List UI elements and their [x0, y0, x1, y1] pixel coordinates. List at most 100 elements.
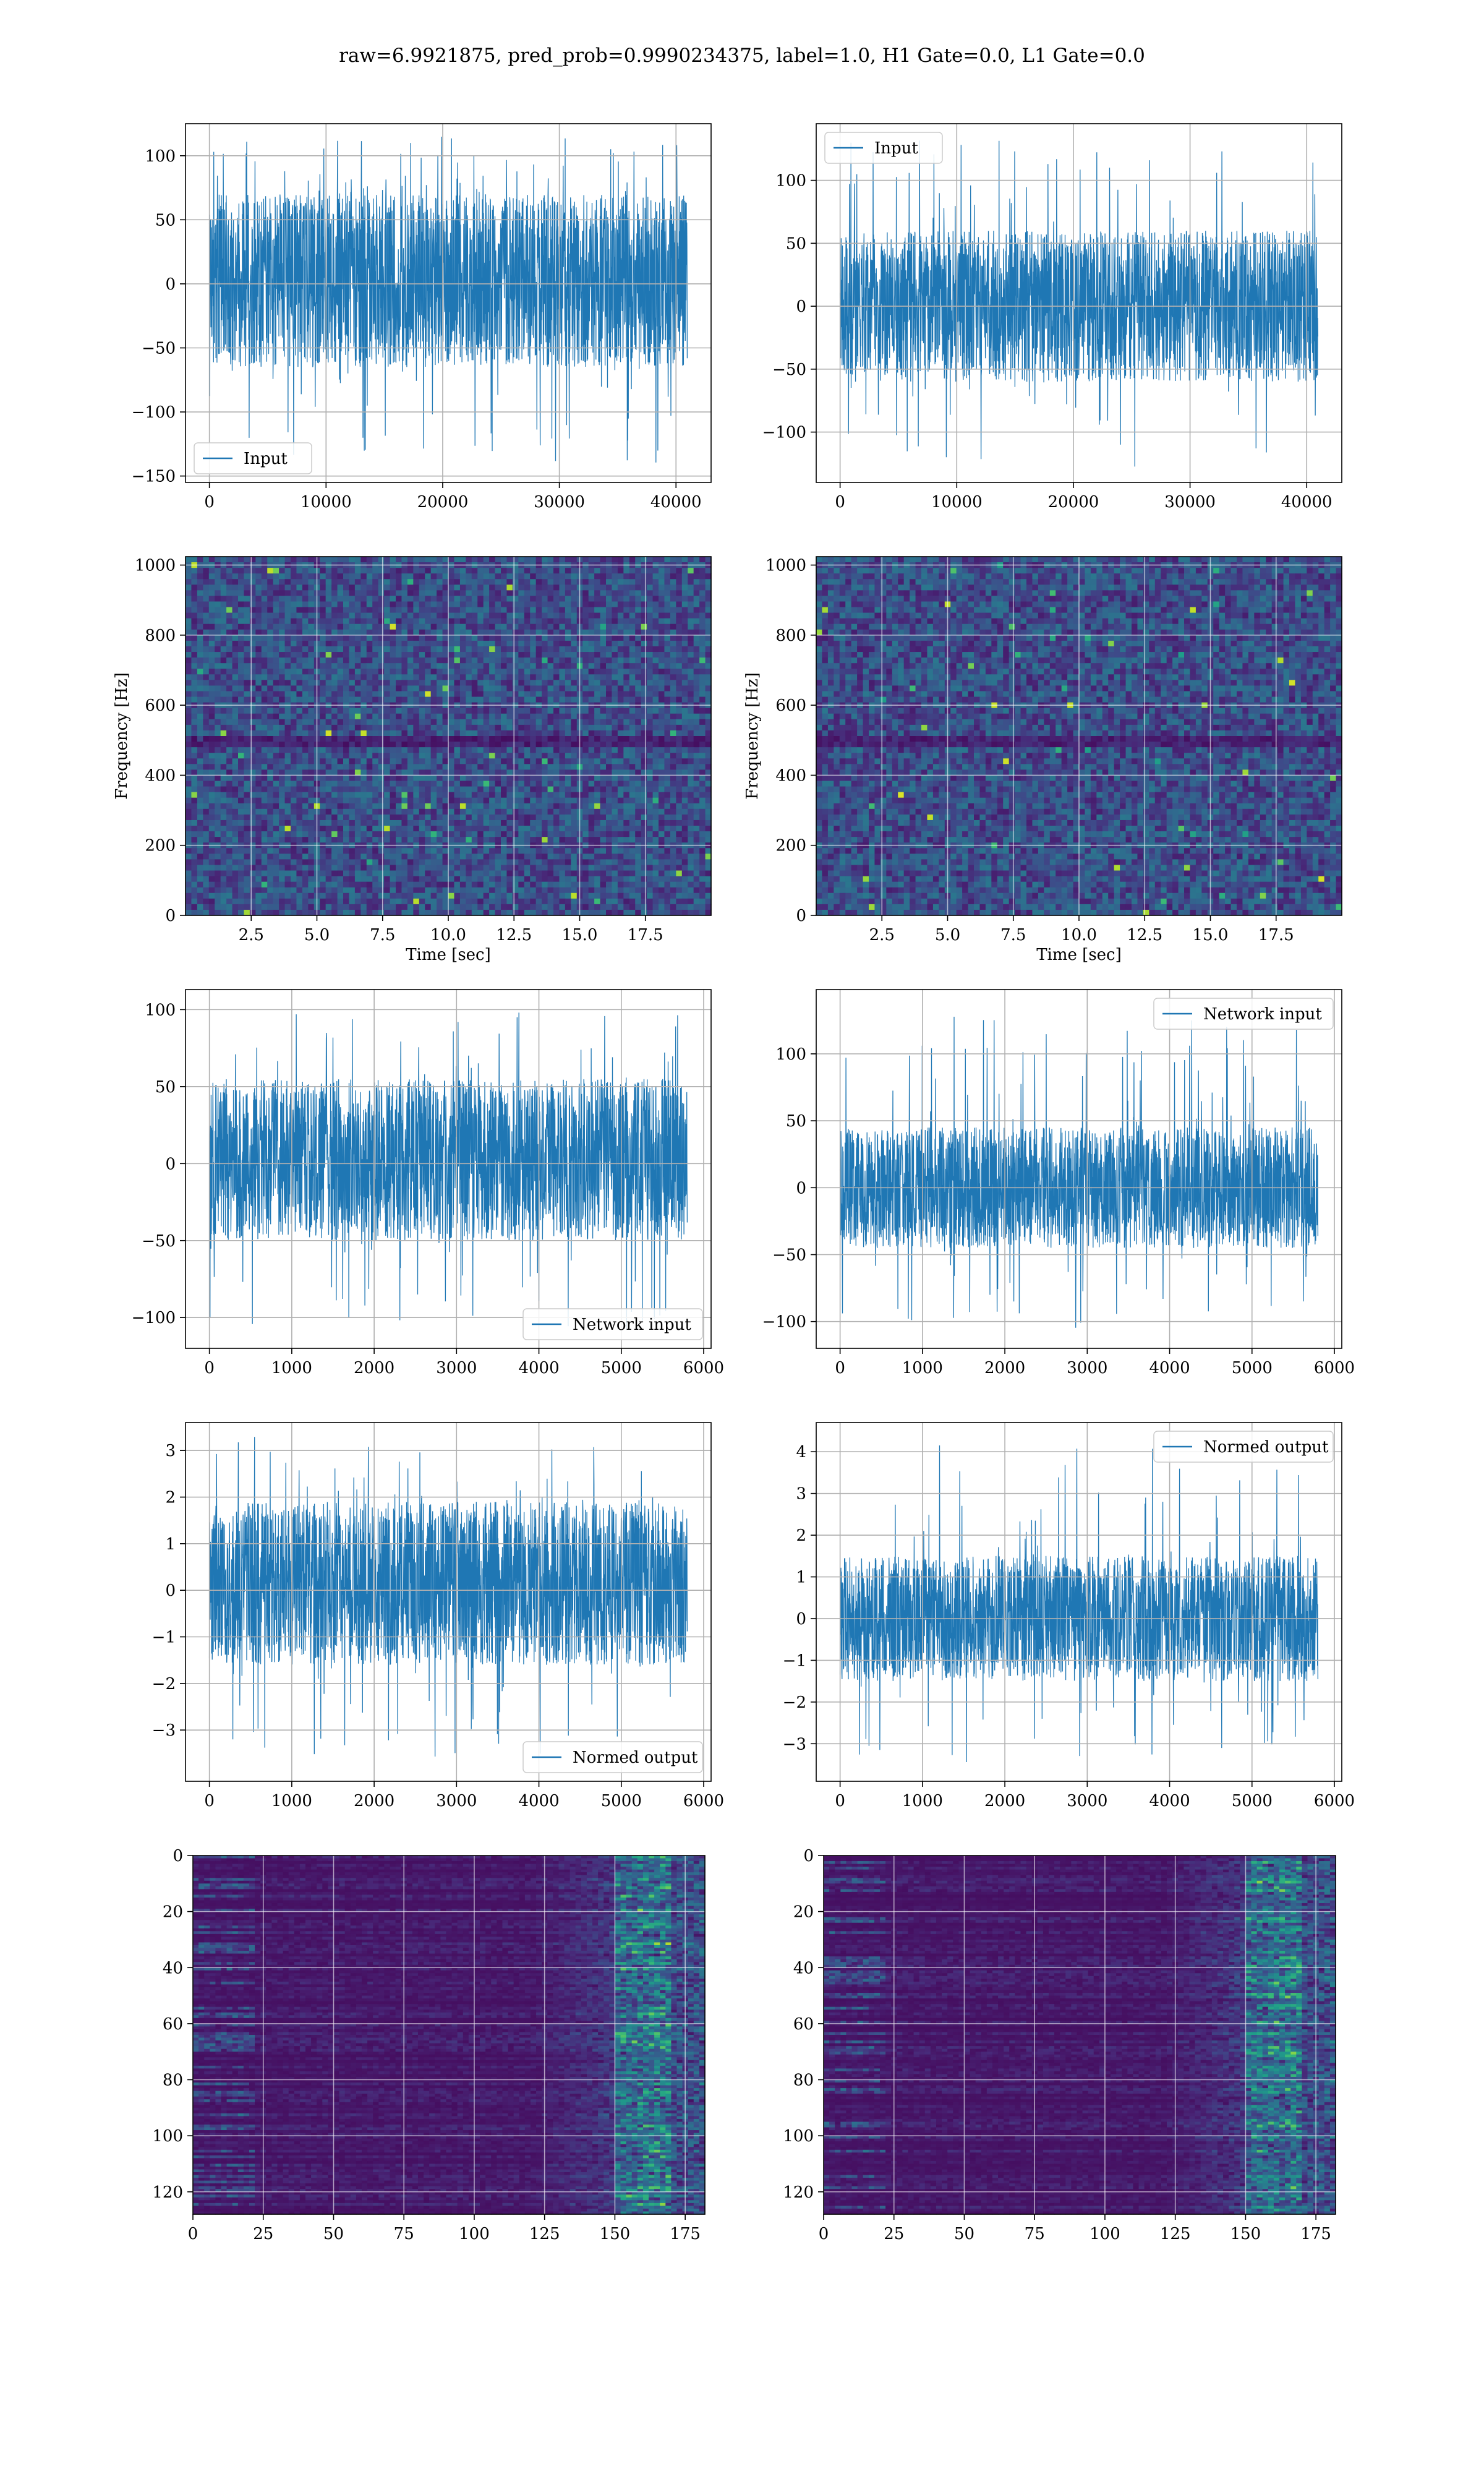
- y-tick-label: −1: [152, 1628, 176, 1646]
- y-tick-label: 50: [155, 1078, 176, 1097]
- x-tick-label: 125: [529, 2225, 560, 2243]
- axes-frame: [816, 1422, 1342, 1782]
- axes-frame: [185, 989, 712, 1349]
- x-tick-label: 25: [884, 2225, 904, 2243]
- x-tick-label: 5000: [1232, 1359, 1273, 1377]
- axes-spectrogram-h1: 2.5 5.0 7.5 10.0 12.5 15.0 17.5 0 200 400 600 800 10…: [113, 556, 712, 964]
- x-tick-label: 17.5: [628, 926, 663, 944]
- y-tick-label: 60: [163, 2015, 183, 2034]
- x-tick-label: 1000: [271, 1359, 312, 1377]
- axes-frame: [185, 123, 712, 483]
- y-tick-label: −50: [772, 1246, 806, 1265]
- x-tick-label: 15.0: [1193, 926, 1229, 944]
- x-tick-label: 25: [253, 2225, 273, 2243]
- signal-line: [208, 136, 688, 463]
- x-tick-label: 1000: [902, 1792, 943, 1810]
- x-tick-label: 5.0: [304, 926, 330, 944]
- y-tick-label: 50: [786, 1112, 806, 1131]
- y-tick-label: 0: [165, 275, 176, 294]
- y-tick-label: 1: [165, 1535, 176, 1554]
- y-tick-label: 3: [165, 1442, 176, 1460]
- x-tick-label: 175: [670, 2225, 701, 2243]
- y-tick-label: −50: [142, 340, 176, 358]
- legend-label: Network input: [573, 1316, 691, 1334]
- x-tick-label: 2000: [354, 1792, 394, 1810]
- x-axis-label: Time [sec]: [1036, 946, 1122, 964]
- legend-label: Normed output: [573, 1748, 698, 1767]
- axes-network-input-h1: 0 1000 2000 3000 4000 5000 6000 −100 −50 0 50 100 Ne…: [132, 989, 724, 1377]
- axes-input-h1: 0 10000 20000 30000 40000 −150 −100 −50 0 50 100 In…: [132, 123, 712, 511]
- y-tick-label: −100: [762, 1313, 806, 1332]
- signal-line: [839, 140, 1319, 467]
- y-tick-label: 100: [775, 1045, 806, 1064]
- x-tick-label: 0: [835, 493, 845, 511]
- y-tick-label: 200: [145, 837, 176, 855]
- x-tick-label: 40000: [650, 493, 702, 511]
- y-tick-label: 1: [796, 1569, 806, 1587]
- x-tick-label: 4000: [518, 1792, 559, 1810]
- signal-line: [209, 1012, 688, 1330]
- signal-line: [208, 1437, 688, 1757]
- y-tick-label: 2: [165, 1489, 176, 1507]
- x-tick-label: 10000: [301, 493, 352, 511]
- heatmap-cells: [193, 1856, 706, 2215]
- x-tick-label: 2000: [984, 1359, 1025, 1377]
- heatmap-cells: [186, 557, 712, 916]
- legend: Normed output: [522, 1741, 703, 1773]
- axes-feature-map-h1: 0 25 50 75 100 125 150 175 0 20 40 60 80 100 120: [152, 1847, 706, 2243]
- x-tick-label: 0: [835, 1792, 845, 1810]
- y-tick-label: −3: [152, 1721, 176, 1740]
- y-tick-label: 40: [793, 1959, 814, 1977]
- y-tick-label: −50: [772, 361, 806, 379]
- y-tick-label: 20: [163, 1903, 183, 1922]
- y-tick-label: 2: [796, 1526, 806, 1545]
- x-tick-label: 20000: [417, 493, 469, 511]
- y-tick-label: 120: [152, 2183, 183, 2202]
- x-tick-label: 150: [1230, 2225, 1261, 2243]
- y-tick-label: 0: [165, 907, 176, 925]
- x-tick-label: 40000: [1281, 493, 1333, 511]
- x-tick-label: 3000: [1067, 1792, 1107, 1810]
- y-tick-label: 200: [775, 837, 806, 855]
- x-tick-label: 2.5: [239, 926, 264, 944]
- axes-frame: [816, 989, 1342, 1349]
- x-tick-label: 30000: [1164, 493, 1216, 511]
- x-tick-label: 0: [188, 2225, 198, 2243]
- y-tick-label: 50: [786, 234, 806, 253]
- y-tick-label: 0: [173, 1847, 183, 1865]
- y-tick-label: 100: [783, 2127, 814, 2146]
- y-tick-label: 0: [796, 1179, 806, 1197]
- y-tick-label: 600: [775, 696, 806, 715]
- y-axis-label: Frequency [Hz]: [743, 672, 762, 800]
- legend-label: Input: [244, 450, 288, 468]
- legend: Normed output: [1153, 1431, 1334, 1463]
- y-tick-label: 0: [803, 1847, 814, 1865]
- legend-label: Normed output: [1203, 1438, 1329, 1457]
- x-tick-label: 2.5: [869, 926, 895, 944]
- x-tick-label: 6000: [1314, 1792, 1355, 1810]
- x-tick-label: 10.0: [430, 926, 466, 944]
- y-tick-label: 3: [796, 1485, 806, 1504]
- y-tick-label: 100: [145, 1001, 176, 1019]
- x-tick-label: 12.5: [1127, 926, 1162, 944]
- x-tick-label: 6000: [1314, 1359, 1355, 1377]
- x-tick-label: 0: [819, 2225, 829, 2243]
- legend: Input: [194, 442, 312, 474]
- signal-line: [839, 1445, 1319, 1763]
- x-tick-label: 3000: [436, 1359, 477, 1377]
- legend: Network input: [522, 1308, 703, 1340]
- x-tick-label: 2000: [984, 1792, 1025, 1810]
- y-tick-label: 800: [145, 627, 176, 645]
- x-tick-label: 30000: [534, 493, 585, 511]
- y-tick-label: −3: [783, 1735, 806, 1753]
- x-tick-label: 75: [1025, 2225, 1045, 2243]
- x-tick-label: 5000: [1232, 1792, 1273, 1810]
- x-tick-label: 4000: [1149, 1792, 1190, 1810]
- y-tick-label: 0: [796, 297, 806, 316]
- axes-normed-output-l1: 0 1000 2000 3000 4000 5000 6000 −3 −2 −1 0 1 2 3 4 Norm…: [783, 1422, 1355, 1810]
- x-tick-label: 4000: [1149, 1359, 1190, 1377]
- x-tick-label: 1000: [271, 1792, 312, 1810]
- y-tick-label: −150: [132, 468, 176, 486]
- axes-normed-output-h1: 0 1000 2000 3000 4000 5000 6000 −3 −2 −1 0 1 2 3 Norme…: [152, 1422, 724, 1810]
- y-tick-label: −100: [762, 424, 806, 442]
